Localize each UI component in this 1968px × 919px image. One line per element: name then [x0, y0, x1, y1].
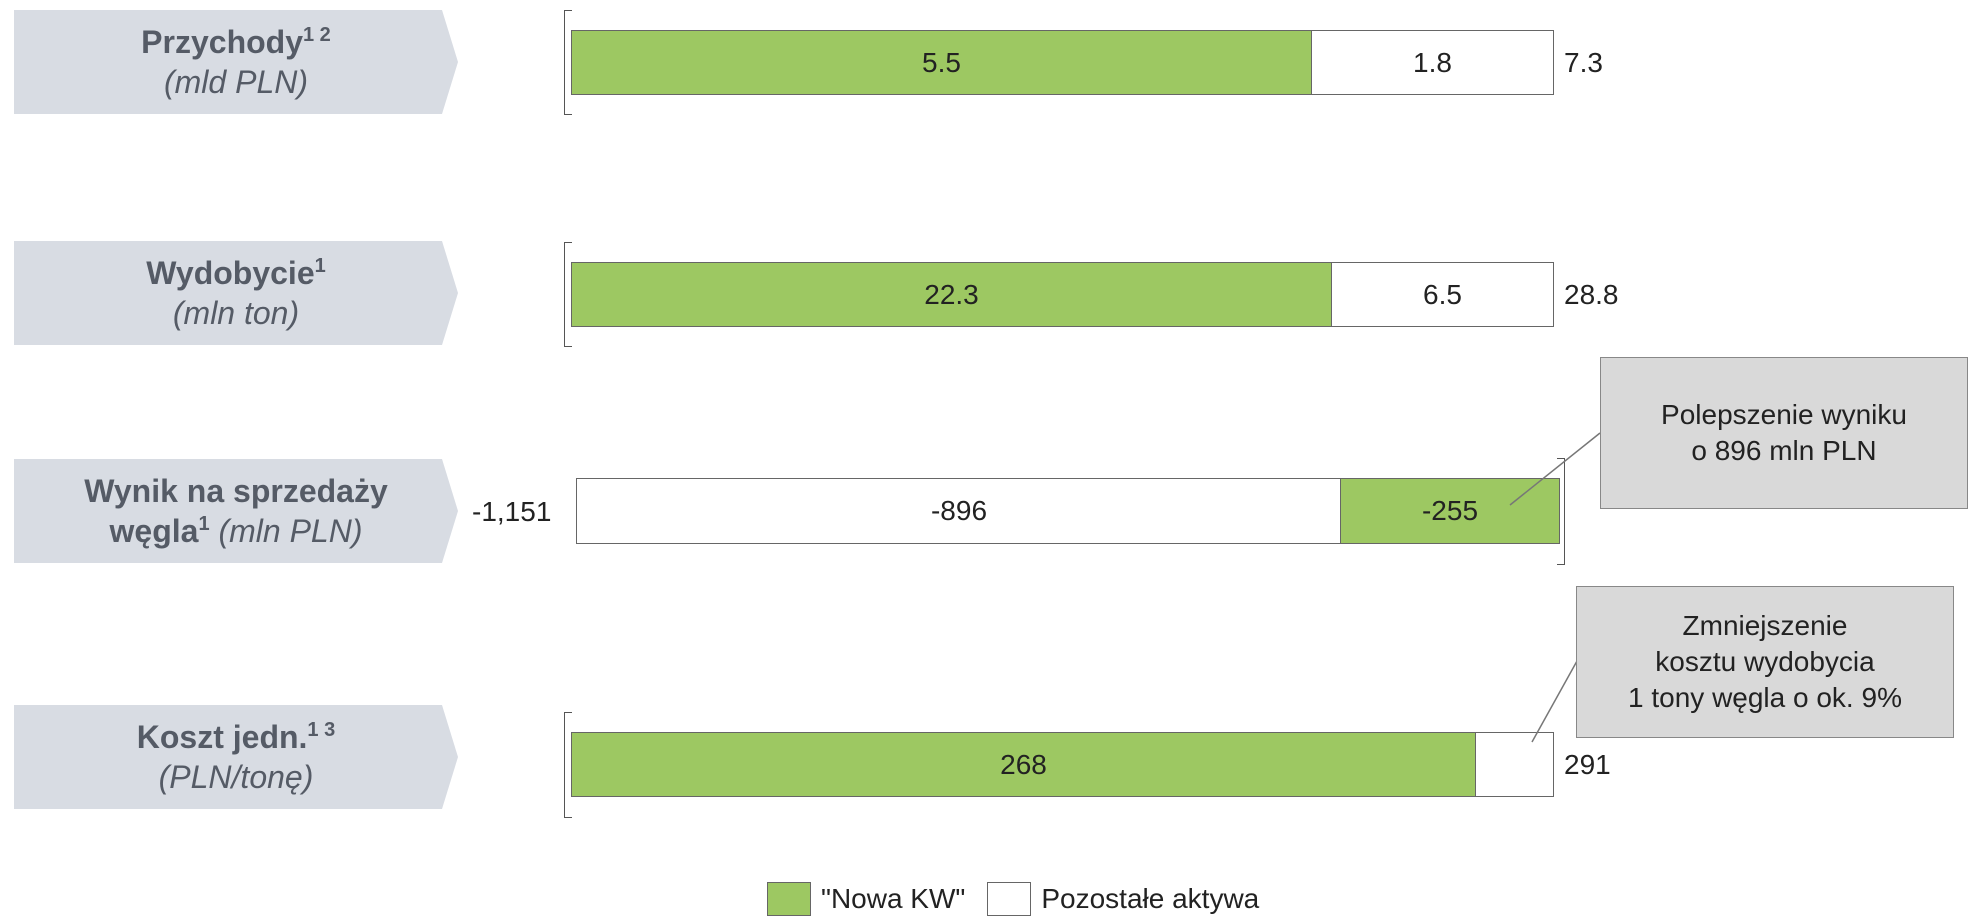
row-label-koszt: Koszt jedn.1 3 (PLN/tonę) — [14, 705, 458, 809]
bar-value-label: 268 — [1000, 748, 1047, 780]
row-unit: (mld PLN) — [163, 64, 308, 100]
row-unit: (mln PLN) — [218, 513, 363, 549]
bar-pozostale: 6.5 — [1331, 262, 1554, 327]
total-label: -1,151 — [472, 496, 552, 527]
total-label: 291 — [1564, 749, 1611, 780]
row-label-przychody: Przychody1 2 (mld PLN) — [14, 10, 458, 114]
bracket-left — [564, 10, 572, 115]
footnote-ref: 1 — [198, 513, 210, 535]
bar-value-label: 5.5 — [922, 46, 961, 78]
legend-swatch-nowa-kw — [767, 882, 811, 916]
row-unit: (mln ton) — [172, 295, 300, 331]
bracket-left — [564, 712, 572, 818]
footnote-ref: 1 3 — [307, 719, 336, 741]
callout-zmniejszenie: Zmniejszenie kosztu wydobycia 1 tony węg… — [1576, 586, 1954, 738]
bar-pozostale — [1475, 732, 1554, 797]
row-label-wydobycie: Wydobycie1 (mln ton) — [14, 241, 458, 345]
bar-pozostale: 1.8 — [1311, 30, 1554, 95]
row-unit: (PLN/tonę) — [158, 759, 314, 795]
legend-label: Pozostałe aktywa — [1041, 883, 1260, 914]
bar-value-label: 22.3 — [924, 278, 979, 310]
bar-value-label: 6.5 — [1423, 278, 1462, 310]
footnote-ref: 1 2 — [303, 24, 331, 46]
bar-nowa-kw: -255 — [1340, 478, 1560, 544]
row-title: Przychody — [141, 24, 303, 60]
bar-nowa-kw: 22.3 — [571, 262, 1332, 327]
callout-leader-line — [1531, 660, 1578, 743]
callout-leader-line — [1509, 432, 1601, 506]
row-title: Koszt jedn. — [136, 719, 308, 755]
bar-nowa-kw: 268 — [571, 732, 1476, 797]
bar-value-label: -896 — [930, 495, 988, 526]
bracket-left — [564, 242, 572, 347]
callout-polepszenie: Polepszenie wyniku o 896 mln PLN — [1600, 357, 1968, 509]
row-title: Wynik na sprzedaży — [84, 473, 388, 509]
bar-value-label: -255 — [1421, 495, 1479, 526]
footnote-ref: 1 — [314, 255, 326, 277]
row-label-wynik: Wynik na sprzedaży węgla1 (mln PLN) — [14, 459, 458, 563]
total-label: 28.8 — [1564, 279, 1619, 310]
row-title-cont: węgla — [109, 513, 199, 549]
row-title: Wydobycie — [146, 255, 315, 291]
legend: "Nowa KW" Pozostałe aktywa — [767, 882, 1259, 916]
bar-pozostale: -896 — [576, 478, 1342, 544]
legend-label: "Nowa KW" — [821, 883, 966, 914]
bar-value-label: 1.8 — [1413, 46, 1452, 78]
bracket-right — [1557, 458, 1565, 565]
total-label: 7.3 — [1564, 47, 1603, 78]
legend-swatch-pozostale — [987, 882, 1032, 916]
